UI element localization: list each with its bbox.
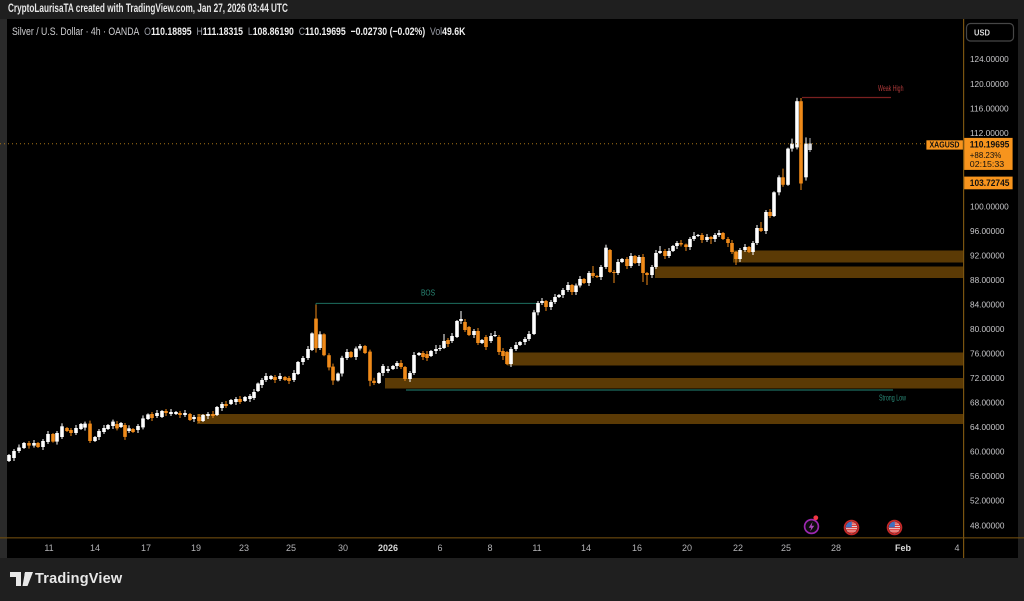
svg-text:48.00000: 48.00000 bbox=[970, 520, 1005, 530]
svg-text:28: 28 bbox=[831, 543, 841, 553]
svg-text:72.00000: 72.00000 bbox=[970, 373, 1005, 383]
svg-text:11: 11 bbox=[44, 543, 53, 553]
svg-text:25: 25 bbox=[286, 543, 296, 553]
svg-text:96.00000: 96.00000 bbox=[970, 226, 1005, 236]
svg-text:Strong Low: Strong Low bbox=[879, 394, 906, 403]
svg-text:23: 23 bbox=[239, 543, 249, 553]
svg-text:92.00000: 92.00000 bbox=[970, 251, 1005, 261]
svg-text:14: 14 bbox=[581, 543, 591, 553]
svg-text:02:15:33: 02:15:33 bbox=[970, 159, 1005, 169]
svg-text:112.00000: 112.00000 bbox=[970, 128, 1009, 138]
svg-text:22: 22 bbox=[733, 543, 743, 553]
svg-text:52.00000: 52.00000 bbox=[970, 496, 1005, 506]
svg-text:Feb: Feb bbox=[895, 543, 912, 553]
svg-text:76.00000: 76.00000 bbox=[970, 349, 1005, 359]
svg-text:20: 20 bbox=[682, 543, 692, 553]
svg-text:60.00000: 60.00000 bbox=[970, 447, 1005, 457]
svg-text:4: 4 bbox=[954, 543, 959, 553]
svg-text:64.00000: 64.00000 bbox=[970, 422, 1005, 432]
svg-text:30: 30 bbox=[338, 543, 348, 553]
svg-text:120.00000: 120.00000 bbox=[970, 79, 1009, 89]
svg-text:80.00000: 80.00000 bbox=[970, 324, 1005, 334]
svg-text:84.00000: 84.00000 bbox=[970, 300, 1005, 310]
svg-text:116.00000: 116.00000 bbox=[970, 103, 1009, 113]
svg-text:2026: 2026 bbox=[378, 543, 398, 553]
svg-text:124.00000: 124.00000 bbox=[970, 54, 1009, 64]
svg-text:8: 8 bbox=[487, 543, 492, 553]
svg-text:103.72745: 103.72745 bbox=[970, 178, 1010, 188]
svg-text:16: 16 bbox=[632, 543, 642, 553]
svg-text:25: 25 bbox=[781, 543, 791, 553]
svg-text:11: 11 bbox=[532, 543, 541, 553]
svg-text:BOS: BOS bbox=[421, 289, 435, 298]
svg-text:68.00000: 68.00000 bbox=[970, 398, 1005, 408]
svg-text:110.19695: 110.19695 bbox=[970, 139, 1010, 149]
svg-text:88.00000: 88.00000 bbox=[970, 275, 1005, 285]
svg-text:56.00000: 56.00000 bbox=[970, 471, 1005, 481]
svg-text:6: 6 bbox=[437, 543, 442, 553]
svg-text:Weak High: Weak High bbox=[878, 84, 904, 93]
svg-text:XAGUSD: XAGUSD bbox=[930, 141, 960, 150]
svg-text:14: 14 bbox=[90, 543, 100, 553]
svg-text:17: 17 bbox=[141, 543, 151, 553]
svg-text:+88.23%: +88.23% bbox=[970, 150, 1002, 160]
svg-text:100.00000: 100.00000 bbox=[970, 201, 1009, 211]
svg-text:19: 19 bbox=[191, 543, 201, 553]
svg-text:USD: USD bbox=[974, 28, 990, 38]
